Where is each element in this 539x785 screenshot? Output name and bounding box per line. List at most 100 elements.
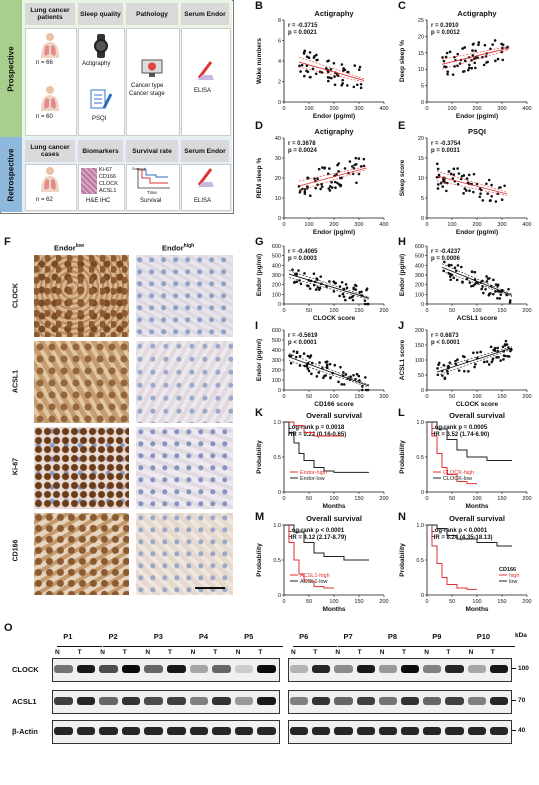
scatter-point bbox=[443, 376, 447, 380]
scatter-point bbox=[312, 56, 316, 59]
scatter-point bbox=[450, 263, 453, 267]
legend-label: low bbox=[509, 579, 517, 585]
scatter-point bbox=[479, 350, 483, 354]
scatter-point bbox=[305, 55, 309, 58]
blot-band bbox=[334, 727, 353, 735]
scatter-point bbox=[448, 361, 452, 365]
y-tick-label: 0 bbox=[278, 302, 281, 308]
y-tick-label: 20 bbox=[418, 34, 424, 40]
survival-curve bbox=[284, 524, 369, 561]
header-pathology: Pathology bbox=[126, 3, 178, 25]
y-axis-label: Endor (pg/ml) bbox=[256, 254, 263, 296]
scatter-point bbox=[480, 188, 483, 192]
x-axis-label: Months bbox=[322, 606, 345, 613]
blot-band bbox=[167, 665, 186, 673]
fit-line bbox=[288, 356, 370, 387]
kda-label: kDa bbox=[515, 632, 527, 639]
x-tick-label: 400 bbox=[379, 222, 388, 228]
scatter-point bbox=[354, 284, 358, 288]
col-header-endor-low: Endorlow bbox=[54, 243, 85, 253]
scatter-point bbox=[473, 61, 477, 65]
scatter-point bbox=[295, 350, 299, 354]
scatter-point bbox=[468, 189, 471, 193]
y-tick-label: 0 bbox=[278, 593, 281, 599]
blot-band bbox=[423, 727, 442, 735]
survival-curve bbox=[427, 421, 477, 485]
y-tick-label: 1.0 bbox=[273, 523, 281, 529]
y-tick-label: 10 bbox=[418, 176, 424, 182]
stat-label: r = -0.3754 bbox=[431, 141, 461, 147]
scatter-point bbox=[288, 354, 291, 357]
y-tick-label: 100 bbox=[272, 378, 281, 384]
y-tick-label: 0 bbox=[278, 388, 281, 394]
y-tick-label: 6 bbox=[278, 39, 281, 45]
blot-row-label: CLOCK bbox=[12, 665, 39, 674]
x-tick-label: 200 bbox=[379, 496, 388, 502]
ihc-row-label-cd166: CD166 bbox=[12, 539, 20, 562]
ihc-row-label-acsl1: ACSL1 bbox=[12, 370, 20, 393]
blot-band bbox=[212, 727, 231, 735]
y-axis-label: Endor (pg/ml) bbox=[256, 339, 263, 381]
scatter-point bbox=[498, 297, 502, 300]
patient-bracket bbox=[102, 646, 148, 647]
blot-band bbox=[144, 665, 163, 673]
scatter-point bbox=[321, 166, 324, 169]
patient-bracket bbox=[337, 646, 382, 647]
scatter-point bbox=[453, 65, 456, 68]
scatter-point bbox=[496, 296, 499, 300]
x-tick-label: 200 bbox=[472, 222, 481, 228]
y-tick-label: 15 bbox=[418, 156, 424, 162]
scatter-point bbox=[439, 181, 443, 185]
y-tick-label: 200 bbox=[272, 368, 281, 374]
fit-line bbox=[441, 266, 513, 296]
lane-label-t: T bbox=[213, 649, 218, 656]
scatter-point bbox=[467, 68, 470, 72]
scatter-point bbox=[352, 286, 355, 290]
blot-band bbox=[290, 697, 309, 705]
x-tick-label: 50 bbox=[449, 599, 455, 605]
lane-label-n: N bbox=[291, 649, 296, 656]
lane-label-t: T bbox=[313, 649, 318, 656]
marker-tick bbox=[512, 668, 516, 669]
blot-band bbox=[378, 665, 397, 673]
scatter-point bbox=[505, 343, 509, 346]
blot-band bbox=[76, 697, 96, 705]
lane-label-n: N bbox=[335, 649, 341, 656]
blot-band bbox=[467, 665, 486, 673]
lane-label-t: T bbox=[357, 649, 362, 656]
scatter-point bbox=[328, 76, 331, 79]
chart-title: Actigraphy bbox=[314, 9, 354, 18]
stat-label: p = 0.0031 bbox=[431, 148, 461, 154]
y-axis-label: Probability bbox=[256, 440, 263, 474]
stat-label: p = 0.0003 bbox=[288, 256, 318, 262]
scatter-point bbox=[454, 362, 458, 366]
blot-band bbox=[167, 727, 186, 735]
header-lung-cancer-patients: Lung cancer patients bbox=[25, 3, 75, 25]
scatter-point bbox=[326, 70, 330, 74]
chart-title: Overall survival bbox=[449, 411, 505, 420]
scatter-point bbox=[504, 339, 508, 343]
scatter-point bbox=[442, 363, 446, 367]
scatter-point bbox=[494, 283, 498, 286]
scatter-point bbox=[308, 75, 312, 79]
scatter-point bbox=[485, 280, 489, 283]
y-axis-label: Endor (pg/ml) bbox=[399, 254, 406, 296]
x-tick-label: 0 bbox=[282, 222, 285, 228]
scatter-point bbox=[316, 286, 320, 289]
patient-bracket bbox=[293, 646, 338, 647]
y-axis-label: Deep sleep % bbox=[399, 40, 406, 82]
x-tick-label: 150 bbox=[354, 599, 363, 605]
y-tick-label: 150 bbox=[415, 343, 424, 349]
scatter-point bbox=[473, 283, 477, 286]
scatter-point bbox=[354, 163, 358, 166]
scatter-point bbox=[456, 183, 460, 186]
y-tick-label: 5 bbox=[421, 84, 424, 90]
scatter-point bbox=[316, 183, 319, 187]
y-tick-label: 0 bbox=[421, 388, 424, 394]
chart-title: Overall survival bbox=[306, 411, 362, 420]
ihc-cd166-endor-low bbox=[34, 513, 129, 595]
scatter-point bbox=[330, 186, 334, 189]
blot-band bbox=[212, 697, 231, 705]
y-tick-label: 0 bbox=[278, 100, 281, 106]
scatter-point bbox=[478, 195, 482, 199]
